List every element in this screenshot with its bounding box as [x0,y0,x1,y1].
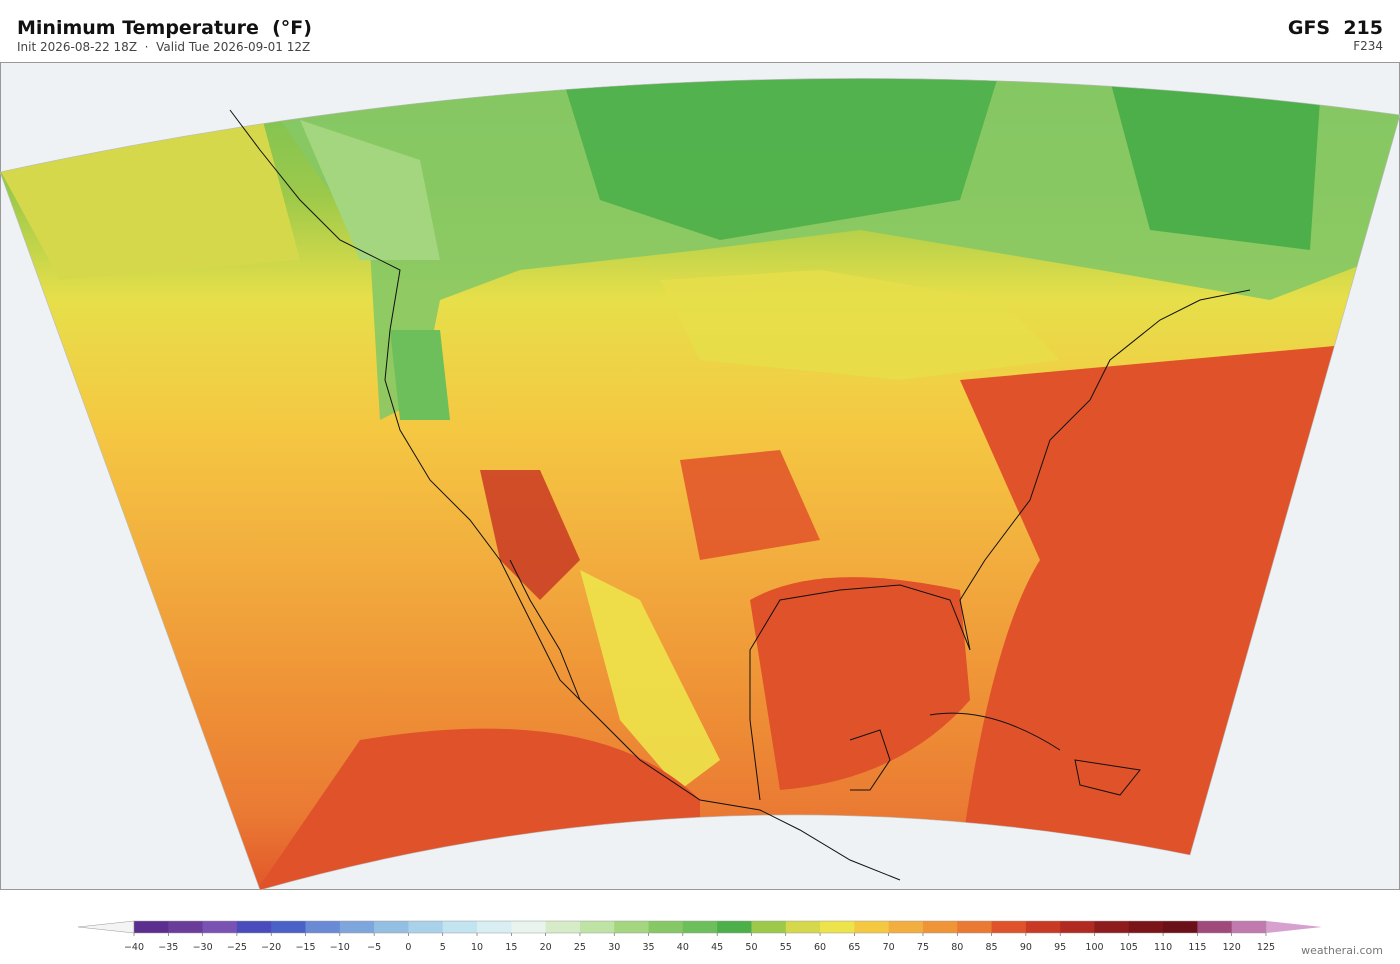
colorbar-tick-label: −5 [367,942,381,953]
colorbar-tick-label: −40 [124,942,144,953]
colorbar-segment [957,921,992,933]
colorbar-segment [477,921,512,933]
colorbar-segment [511,921,547,933]
colorbar-tick-label: 50 [745,942,757,953]
colorbar-segment [614,921,649,933]
colorbar-tick-label: −30 [193,942,213,953]
temperature-field [0,78,1400,890]
colorbar-tick-label: 65 [848,942,860,953]
colorbar: −40 −35 −30 −25 −20 −15 −10 −5 0 5 10 15 20 25 30 35 40 4… [77,920,1322,953]
colorbar-tick-label: 25 [574,942,586,953]
colorbar-segment [1025,921,1061,933]
colorbar-segment [1163,921,1198,933]
colorbar-tick-label: 75 [917,942,929,953]
colorbar-outline [133,920,1267,934]
colorbar-segment [408,921,444,933]
model-label: GFS 215 [1288,17,1383,39]
colorbar-segment [648,921,684,933]
colorbar-segment [717,921,752,933]
colorbar-tick-label: −15 [295,942,315,953]
colorbar-segment [991,921,1027,933]
colorbar-tick-label: −35 [158,942,178,953]
colorbar-tick-label: 120 [1223,942,1241,953]
colorbar-tick-label: 115 [1188,942,1206,953]
colorbar-segment [751,921,787,933]
colorbar-segment [1197,921,1233,933]
colorbar-tick-label: 125 [1257,942,1275,953]
colorbar-segment [820,921,855,933]
colorbar-segment [682,921,718,933]
colorbar-tick-label: 90 [1020,942,1032,953]
watermark: weatherai.com [1301,944,1383,957]
colorbar-segment [236,921,272,933]
colorbar-tick-label: 80 [951,942,963,953]
colorbar-tick-label: 70 [883,942,895,953]
colorbar-tick-label: 15 [505,942,517,953]
colorbar-segment [579,921,615,933]
colorbar-tick-label: 60 [814,942,826,953]
colorbar-tick-label: 85 [986,942,998,953]
forecast-hour: F234 [1353,39,1383,53]
colorbar-tick-label: −10 [330,942,350,953]
colorbar-tick-label: 30 [608,942,620,953]
colorbar-tick-label: 0 [405,942,411,953]
colorbar-segment [922,921,958,933]
colorbar-tick-label: 105 [1120,942,1138,953]
colorbar-segment [305,921,341,933]
coastlines [229,109,1251,881]
colorbar-segment [854,921,890,933]
colorbar-tick-label: 95 [1054,942,1066,953]
colorbar-tick-label: 110 [1154,942,1172,953]
colorbar-segment [545,921,581,933]
colorbar-segment [339,921,375,933]
colorbar-segment [202,921,238,933]
colorbar-segment [1060,921,1095,933]
colorbar-tick-label: 40 [677,942,689,953]
title: Minimum Temperature (°F) [17,17,312,39]
colorbar-tick-label: −20 [261,942,281,953]
colorbar-tick-label: 10 [471,942,483,953]
colorbar-segment [442,921,478,933]
colorbar-over [1266,921,1322,933]
colorbar-segment [888,921,924,933]
colorbar-tick-label: 100 [1085,942,1103,953]
colorbar-tick-label: 35 [642,942,654,953]
colorbar-segment [1231,921,1267,933]
colorbar-tick-label: 55 [780,942,792,953]
colorbar-segment [1094,921,1130,933]
colorbar-tick-label: 45 [711,942,723,953]
colorbar-tick-label: 20 [540,942,552,953]
colorbar-segment [134,921,169,933]
colorbar-tick-label: −25 [227,942,247,953]
colorbar-segment [1128,921,1164,933]
subtitle: Init 2026-08-22 18Z · Valid Tue 2026-09-… [17,40,310,54]
colorbar-segment [168,921,204,933]
map [0,62,1400,891]
colorbar-segment [271,921,306,933]
colorbar-segment [374,921,409,933]
colorbar-tick-label: 5 [440,942,446,953]
colorbar-segment [785,921,821,933]
